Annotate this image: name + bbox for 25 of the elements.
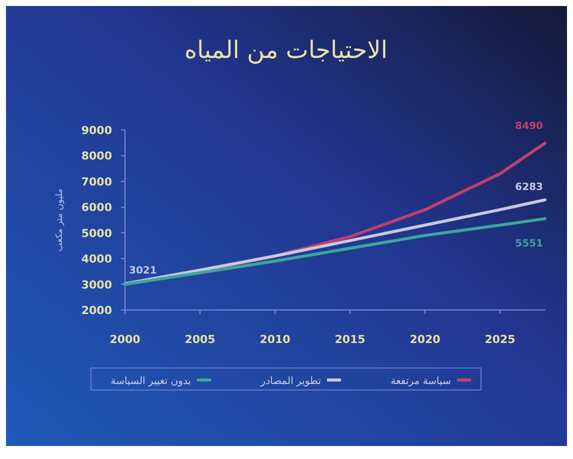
y-tick-label: 9000 <box>81 124 112 137</box>
data-label: 5551 <box>515 238 544 250</box>
legend-label: تطوير المصادر <box>260 376 322 387</box>
x-tick-label: 2015 <box>334 333 366 346</box>
y-tick-label: 3000 <box>81 278 112 292</box>
y-tick-label: 7000 <box>81 175 112 188</box>
x-tick-label: 2005 <box>184 333 216 346</box>
legend-label: سياسة مرتفعة <box>390 376 451 387</box>
x-tick-label: 2000 <box>110 333 141 346</box>
y-axis-title: مليون متر مكعب <box>55 188 65 252</box>
data-label: 8490 <box>515 121 544 132</box>
x-tick-label: 2010 <box>260 333 291 346</box>
y-tick-label: 4000 <box>81 252 112 266</box>
line-series <box>124 217 546 286</box>
line-series <box>124 198 546 286</box>
x-tick-label: 2025 <box>484 333 516 346</box>
legend-label: بدون تغيير السياسة <box>110 376 191 387</box>
data-label: 6283 <box>515 182 544 193</box>
y-tick-label: 5000 <box>81 226 112 240</box>
y-tick-label: 6000 <box>81 201 112 214</box>
data-label: 3021 <box>129 266 157 277</box>
y-tick-label: 8000 <box>81 150 112 163</box>
y-tick-label: 2000 <box>81 304 112 317</box>
chart-title: الاحتياجات من المياه <box>184 36 388 64</box>
x-tick-label: 2020 <box>410 333 441 346</box>
